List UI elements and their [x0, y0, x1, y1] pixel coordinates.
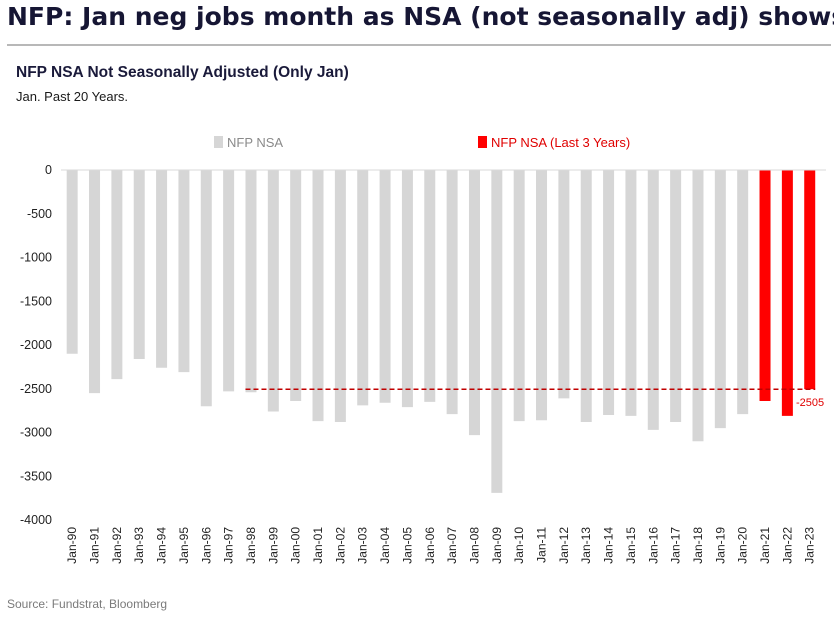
x-tick-label: Jan-08 — [467, 527, 481, 564]
x-tick-label: Jan-10 — [512, 527, 526, 564]
y-tick-label: -500 — [27, 207, 52, 221]
bar-jan-98 — [245, 170, 257, 393]
headline: NFP: Jan neg jobs month as NSA (not seas… — [7, 2, 834, 31]
bar-jan-12 — [558, 170, 570, 399]
y-axis-ticks: 0 -500 -1000 -1500 -2000 -2500 -3000 -3500 -4000 — [20, 163, 52, 527]
x-tick-label: Jan-04 — [378, 527, 392, 564]
bar-jan-03 — [357, 170, 369, 406]
x-tick-label: Jan-13 — [579, 527, 593, 564]
x-tick-label: Jan-21 — [758, 527, 772, 564]
x-tick-label: Jan-07 — [445, 527, 459, 564]
bar-jan-94 — [156, 170, 168, 368]
x-tick-label: Jan-23 — [803, 527, 817, 564]
bar-jan-19 — [714, 170, 726, 429]
x-tick-label: Jan-05 — [400, 527, 414, 564]
bar-jan-97 — [223, 170, 235, 392]
bar-jan-96 — [200, 170, 212, 407]
x-tick-label: Jan-94 — [155, 527, 169, 564]
y-tick-label: -1500 — [20, 294, 52, 308]
bar-jan-17 — [670, 170, 682, 422]
y-tick-label: -2500 — [20, 382, 52, 396]
y-tick-label: -1000 — [20, 251, 52, 265]
bar-jan-02 — [334, 170, 346, 422]
bar-jan-08 — [468, 170, 480, 436]
x-tick-label: Jan-18 — [691, 527, 705, 564]
y-tick-label: 0 — [45, 163, 52, 177]
x-tick-label: Jan-17 — [669, 527, 683, 564]
reference-line-label: -2505 — [796, 397, 824, 409]
bar-jan-01 — [312, 170, 324, 422]
x-tick-label: Jan-97 — [222, 527, 236, 564]
x-tick-label: Jan-06 — [423, 527, 437, 564]
x-tick-label: Jan-19 — [713, 527, 727, 564]
x-tick-label: Jan-99 — [266, 527, 280, 564]
x-tick-label: Jan-91 — [88, 527, 102, 564]
x-tick-label: Jan-01 — [311, 527, 325, 564]
y-tick-label: -4000 — [20, 513, 52, 527]
y-tick-label: -3000 — [20, 426, 52, 440]
y-tick-label: -3500 — [20, 469, 52, 483]
x-tick-label: Jan-03 — [356, 527, 370, 564]
x-tick-label: Jan-20 — [736, 527, 750, 564]
legend-label-nfp-nsa: NFP NSA — [227, 135, 283, 150]
chart-subtitle: Jan. Past 20 Years. — [16, 89, 129, 104]
chart-title: NFP NSA Not Seasonally Adjusted (Only Ja… — [16, 64, 349, 81]
bar-jan-13 — [580, 170, 592, 422]
x-tick-label: Jan-98 — [244, 527, 258, 564]
legend-swatch-nfp-nsa — [214, 136, 223, 148]
bar-jan-93 — [133, 170, 145, 359]
x-tick-label: Jan-14 — [602, 527, 616, 564]
y-tick-label: -2000 — [20, 338, 52, 352]
bar-jan-04 — [379, 170, 391, 403]
bar-jan-99 — [267, 170, 279, 412]
x-tick-label: Jan-90 — [65, 527, 79, 564]
source-note: Source: Fundstrat, Bloomberg — [7, 597, 168, 611]
x-tick-label: Jan-96 — [199, 527, 213, 564]
x-tick-label: Jan-00 — [289, 527, 303, 564]
bar-jan-06 — [424, 170, 436, 402]
x-tick-label: Jan-16 — [646, 527, 660, 564]
x-tick-label: Jan-15 — [624, 527, 638, 564]
bar-jan-91 — [89, 170, 101, 394]
x-tick-label: Jan-09 — [490, 527, 504, 564]
x-tick-label: Jan-92 — [110, 527, 124, 564]
bar-jan-09 — [491, 170, 503, 493]
x-tick-label: Jan-95 — [177, 527, 191, 564]
bar-jan-20 — [737, 170, 749, 415]
bar-jan-11 — [536, 170, 548, 421]
bar-jan-22 — [781, 170, 793, 416]
x-tick-label: Jan-22 — [780, 527, 794, 564]
legend-swatch-last-3-years — [478, 136, 487, 148]
x-tick-label: Jan-12 — [557, 527, 571, 564]
bar-jan-16 — [647, 170, 659, 430]
bar-jan-23 — [804, 170, 816, 390]
bar-jan-92 — [111, 170, 123, 380]
x-axis-labels: Jan-90 Jan-91 Jan-92 Jan-93 Jan-94 Jan-95 Jan-… — [65, 527, 817, 564]
bar-jan-18 — [692, 170, 704, 442]
bar-jan-90 — [66, 170, 78, 354]
bar-jan-00 — [290, 170, 302, 401]
x-tick-label: Jan-11 — [535, 527, 549, 563]
bar-jan-21 — [759, 170, 771, 401]
x-tick-label: Jan-93 — [132, 527, 146, 564]
bar-jan-10 — [513, 170, 525, 422]
bars — [66, 170, 816, 493]
legend-label-last-3-years: NFP NSA (Last 3 Years) — [491, 135, 630, 150]
bar-jan-05 — [401, 170, 413, 408]
legend: NFP NSA NFP NSA (Last 3 Years) — [214, 135, 630, 150]
headline-divider — [7, 44, 831, 46]
bar-jan-14 — [603, 170, 615, 415]
bar-jan-15 — [625, 170, 637, 416]
bar-jan-95 — [178, 170, 190, 373]
x-tick-label: Jan-02 — [333, 527, 347, 564]
bar-jan-07 — [446, 170, 458, 415]
